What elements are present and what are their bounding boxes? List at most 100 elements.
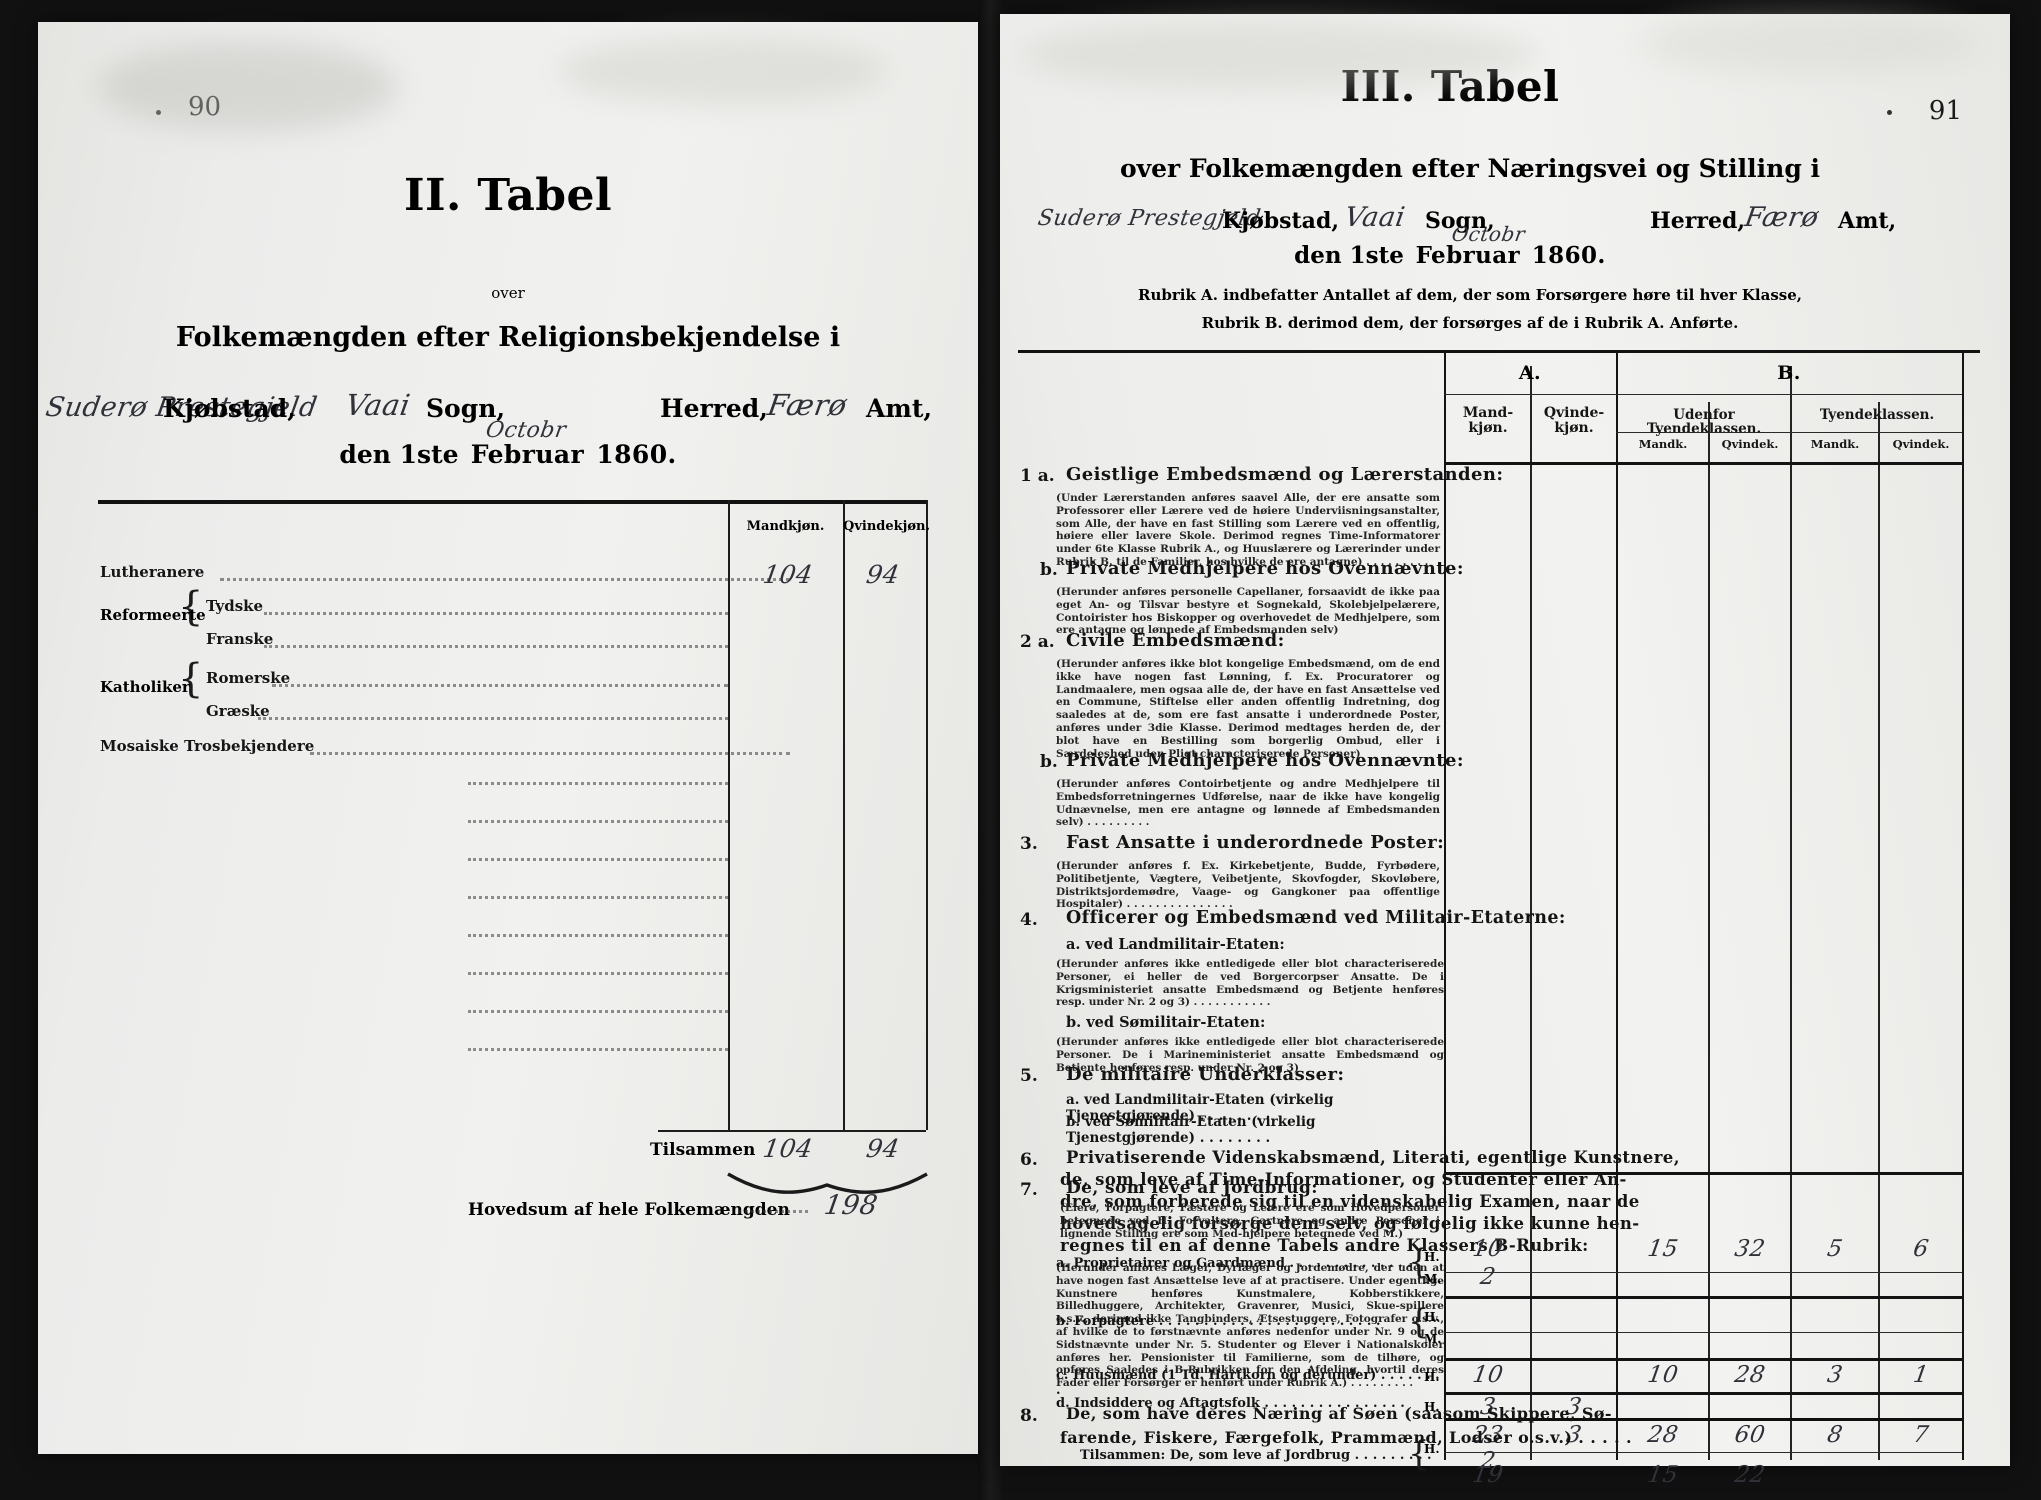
- val-7a-h-a-male: 10: [1470, 1236, 1506, 1262]
- left-amt-handwritten: Færø: [765, 388, 850, 422]
- left-table-top-rule: [98, 500, 928, 504]
- left-total-female: 94: [864, 1134, 902, 1163]
- mark-h: H.: [1424, 1442, 1440, 1456]
- item-sub-b: b. ved Sømilitair-Etaten (virkelig Tjene…: [1066, 1114, 1316, 1146]
- row-label-mosaiske: Mosaiske Trosbekjendere: [100, 737, 315, 755]
- item-no: 6.: [1020, 1150, 1038, 1170]
- right-table-title: III. Tabel: [1340, 62, 1560, 111]
- val-8-b-ufemale: 22: [1732, 1462, 1768, 1488]
- header-b-tyende: Tyendeklassen.: [1819, 407, 1935, 423]
- left-page: 90 II. Tabel over Folkemængden efter Rel…: [38, 22, 978, 1454]
- row-label-tydske: Tydske: [206, 597, 264, 615]
- item-fineprint-b: (Herunder anføres ikke entledigede eller…: [1056, 1036, 1444, 1074]
- item-fineprint: (Herunder anføres f. Ex. Kirkebetjente, …: [1056, 860, 1440, 911]
- table-row: Romerske: [206, 666, 728, 700]
- value-lutheranere-female: 94: [864, 560, 902, 589]
- right-place-line: Suderø Prestegjeld Kjøbstad, Vaai Sogn, …: [1000, 196, 2010, 238]
- val-7c-b-umale: 10: [1645, 1362, 1681, 1388]
- left-total-male: 104: [761, 1134, 815, 1163]
- left-date-line: den 1ste Februar 1860.: [38, 440, 978, 470]
- left-col-header-female: Qvindekjøn.: [843, 519, 930, 534]
- val-8-b-umale: 15: [1645, 1462, 1681, 1488]
- mark-h: H.: [1424, 1400, 1440, 1414]
- table-row: Mosaiske Trosbekjendere: [100, 734, 790, 768]
- right-sogn-handwritten: Vaai: [1342, 202, 1408, 233]
- right-date-year: 1860.: [1531, 242, 1606, 269]
- left-col-divider-2: [843, 500, 845, 1130]
- grid-line-a1: [1530, 366, 1532, 1460]
- header-b-t-female: Qvindek.: [1892, 437, 1950, 451]
- item-heading-5: regnes til en af denne Tabels andre Klas…: [1060, 1236, 1589, 1255]
- left-total-label: Tilsammen: [650, 1140, 756, 1160]
- val-7a-h-b-tfemale: 6: [1911, 1236, 1931, 1262]
- val-7a-h-b-ufemale: 32: [1732, 1236, 1768, 1262]
- row-label-franske: Franske: [206, 630, 274, 648]
- left-date-month: Februar: [470, 440, 585, 469]
- rubrik-a-note: Rubrik A. indbefatter Antallet af dem, d…: [1137, 286, 1803, 304]
- val-7c-b-tmale: 3: [1825, 1362, 1845, 1388]
- table-row: Franske: [206, 627, 728, 661]
- book-gutter: [978, 0, 1004, 1500]
- left-amt-label: Amt,: [866, 394, 933, 423]
- left-herred-label: Herred,: [660, 394, 768, 423]
- mark-h: H.: [1424, 1370, 1440, 1384]
- grid-line-desc-right: [1444, 350, 1447, 1460]
- item-heading-2: de, som leve af Time-Informationer, og S…: [1060, 1170, 1627, 1189]
- right-amt-handwritten: Færø: [1742, 202, 1821, 233]
- left-col-divider-1: [728, 500, 730, 1130]
- val-7t-b-tmale: 8: [1825, 1422, 1845, 1448]
- brace-reformeerte: {: [178, 584, 204, 630]
- item-sub-a: a. ved Landmilitair-Etaten (virkelig Tje…: [1066, 1092, 1334, 1124]
- item-no: 2 a.: [1020, 632, 1055, 652]
- value-lutheranere-male: 104: [761, 560, 815, 589]
- row-label-graeske: Græske: [206, 702, 270, 720]
- item-fineprint: (Herunder anføres Contoirbetjente og and…: [1056, 778, 1440, 829]
- left-date-year: 1860.: [596, 440, 677, 469]
- left-table-right-edge: [926, 500, 928, 1130]
- row-label-lutheranere: Lutheranere: [100, 563, 205, 581]
- rubrik-b-note: Rubrik B. derimod dem, der forsørges af …: [1201, 314, 1739, 332]
- left-place-line: Suderø Prestegjeld Kjøbstad, Vaai Sogn, …: [38, 380, 978, 426]
- left-col-header-male: Mandkjøn.: [746, 519, 825, 534]
- item-sub-b: b. ved Sømilitair-Etaten:: [1066, 1014, 1266, 1031]
- item-7c-label: c. Huusmænd (1 Td. Hartkorn og derunder)…: [1056, 1368, 1440, 1398]
- item-fineprint: (Herunder anføres personelle Capellaner,…: [1056, 586, 1440, 637]
- left-date-prefix: den 1ste: [339, 440, 459, 469]
- item-sub-a: a. ved Landmilitair-Etaten:: [1066, 936, 1285, 953]
- item-heading: Civile Embedsmænd:: [1066, 630, 1285, 651]
- group-label-reformeerte: Reformeerte: [100, 606, 206, 624]
- item-heading: De militaire Underklasser:: [1066, 1064, 1345, 1085]
- left-subject: Folkemængden efter Religionsbekjendelse …: [175, 322, 841, 353]
- left-kjobstad-label: Kjøbstad,: [163, 394, 296, 423]
- item-heading: Officerer og Embedsmænd ved Militair-Eta…: [1066, 908, 1566, 928]
- mark-m: M.: [1424, 1332, 1442, 1346]
- left-grand-total-label: Hovedsum af hele Folkemængden: [468, 1200, 790, 1220]
- left-sogn-label: Sogn,: [426, 394, 506, 423]
- item-no: 8.: [1020, 1406, 1038, 1426]
- right-page-number: 91: [1928, 96, 1962, 126]
- item-7-total-label: Tilsammen: De, som leve af Jordbrug . . …: [1080, 1448, 1432, 1463]
- table-row: Lutheranere: [100, 560, 790, 594]
- left-grand-total-value: 198: [822, 1190, 880, 1221]
- item-no: 7.: [1020, 1180, 1038, 1200]
- item-fineprint: (Herunder anføres Læger, Dyrlæger og Jor…: [1056, 1262, 1444, 1390]
- right-amt-label: Amt,: [1838, 208, 1897, 234]
- left-sogn-handwritten: Vaai: [343, 388, 413, 422]
- header-a-female: Qvinde-kjøn.: [1543, 405, 1605, 436]
- item-heading: Privatiserende Videnskabsmænd, Literati,…: [1066, 1148, 1680, 1167]
- val-7c-b-tfemale: 1: [1911, 1362, 1931, 1388]
- right-table-top-rule: [1018, 350, 1980, 353]
- mark-h: H.: [1424, 1250, 1440, 1264]
- right-date-month: Februar: [1415, 242, 1521, 269]
- ink-dot: [156, 110, 161, 115]
- header-group-b: B.: [1777, 362, 1801, 384]
- item-heading-3: dre, som forberede sig til en videnskabe…: [1060, 1192, 1640, 1211]
- val-7a-m-a-male: 2: [1478, 1264, 1498, 1290]
- item-heading-4: hovedsagelig forsørge dem selv, og følge…: [1060, 1214, 1640, 1233]
- item-fineprint: (Eiere, Forpagtere, Fæstere og Leiere er…: [1060, 1202, 1440, 1240]
- item-no: 4.: [1020, 910, 1038, 930]
- item-7a-label: a. Proprietairer og Gaardmænd . . . . . …: [1056, 1256, 1421, 1271]
- item-no: 5.: [1020, 1066, 1038, 1086]
- mark-h: H.: [1424, 1310, 1440, 1324]
